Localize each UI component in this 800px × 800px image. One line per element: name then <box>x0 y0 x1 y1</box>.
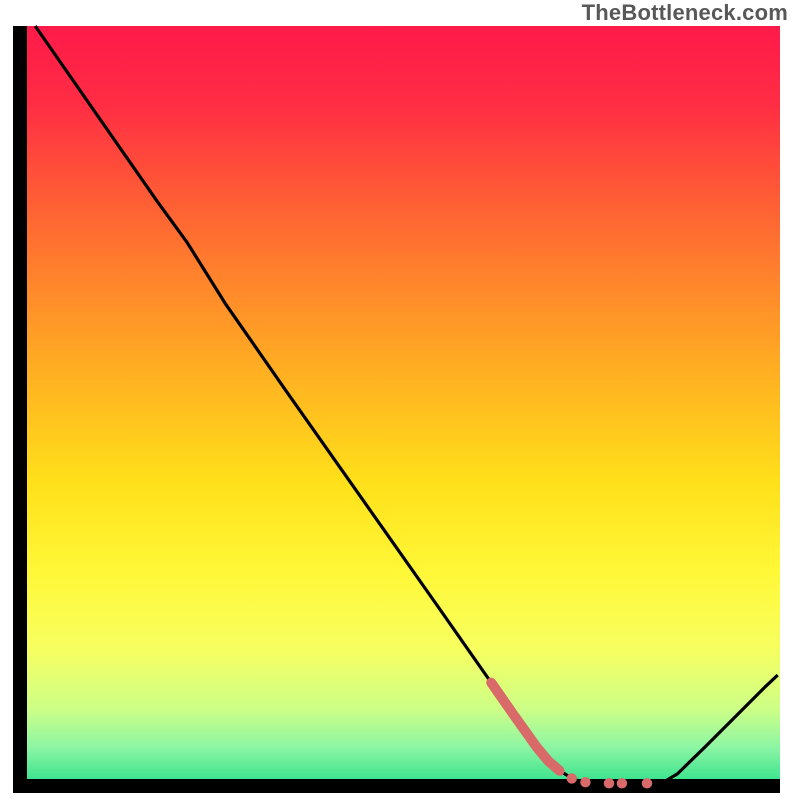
highlight-dot <box>604 778 614 788</box>
highlight-dot <box>567 773 577 783</box>
highlight-dot <box>642 778 652 788</box>
highlight-dot <box>617 778 627 788</box>
highlight-dot <box>580 777 590 787</box>
chart-svg <box>0 0 800 800</box>
gradient-background <box>20 26 780 786</box>
chart-container: TheBottleneck.com <box>0 0 800 800</box>
